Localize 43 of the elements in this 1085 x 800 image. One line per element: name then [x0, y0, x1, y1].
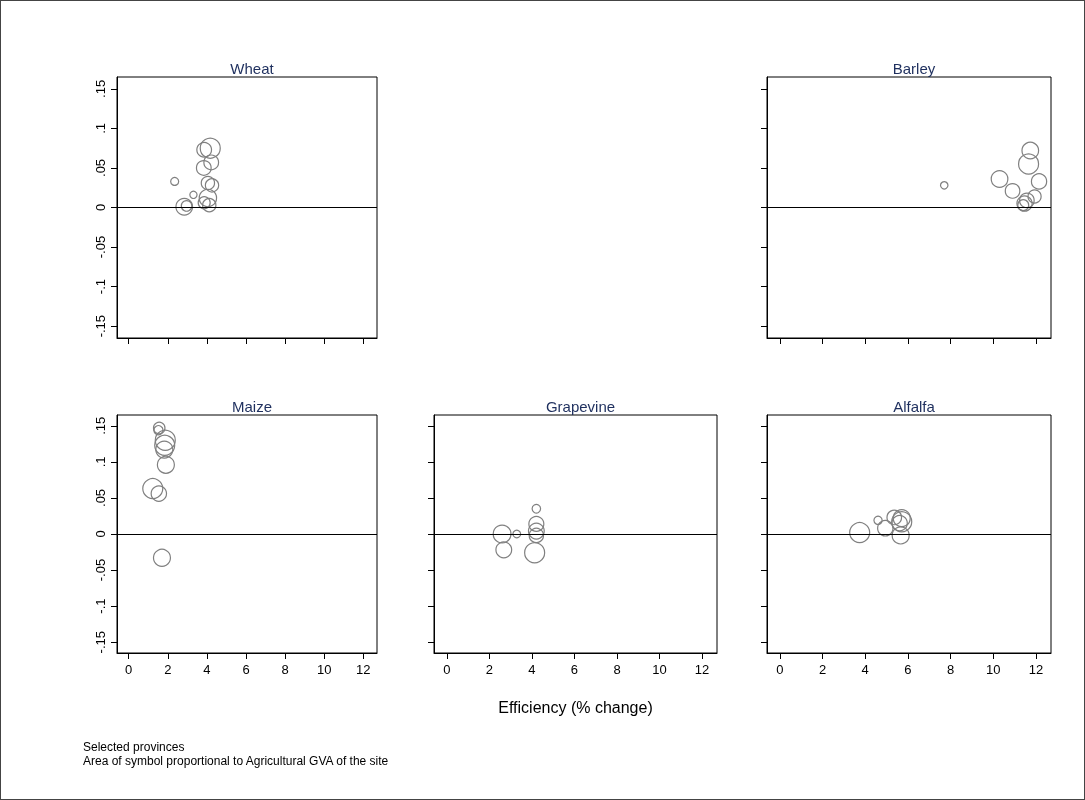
y-tick-label: .15 [93, 79, 108, 98]
chart-title: Grapevine [545, 398, 616, 415]
x-tick-label: 12 [356, 662, 371, 677]
x-tick-label: 10 [316, 662, 332, 677]
y-tick-label: .15 [93, 416, 108, 435]
text: Area of symbol proportional to Agricultural GVA of the site [83, 754, 389, 768]
x-tick-label: 6 [904, 662, 912, 677]
y-tick-label: -.05 [93, 558, 108, 582]
x-tick-label: 10 [652, 662, 667, 677]
y-tick-label: -.05 [93, 235, 108, 259]
y-tick-label: -.15 [93, 314, 108, 338]
y-tick-label: 0 [93, 203, 108, 212]
x-tick-label: 4 [528, 662, 536, 677]
y-tick-label: -.1 [93, 279, 108, 295]
x-tick-label: 0 [443, 662, 451, 677]
y-tick-label: .05 [93, 488, 108, 507]
chart-title: Barley [892, 60, 936, 77]
text: Selected provinces [83, 740, 185, 754]
chart-title: Maize [231, 398, 273, 415]
y-tick-label: .05 [93, 158, 108, 177]
x-tick-label: 8 [281, 662, 289, 677]
x-tick-label: 2 [164, 662, 172, 677]
y-tick-label: .1 [93, 456, 108, 468]
x-tick-label: 12 [1028, 662, 1044, 677]
y-tick-label: -.15 [93, 630, 108, 654]
x-tick-label: 10 [986, 662, 1001, 677]
x-tick-label: 0 [776, 662, 784, 677]
x-tick-label: 2 [818, 662, 827, 677]
x-tick-label: 12 [694, 662, 710, 677]
x-tick-label: 6 [570, 662, 579, 677]
x-tick-label: 6 [242, 662, 250, 677]
y-tick-label: 0 [93, 530, 108, 538]
x-tick-label: 2 [485, 662, 493, 677]
x-tick-label: 4 [203, 662, 211, 677]
x-tick-label: 8 [947, 662, 955, 677]
y-tick-label: -.1 [93, 598, 108, 614]
chart-title: Alfalfa [893, 398, 936, 415]
chart-title: Wheat [230, 60, 275, 77]
x-tick-label: 8 [613, 662, 621, 677]
x-tick-label: 4 [861, 662, 869, 677]
x-tick-label: 0 [125, 662, 133, 677]
x-axis-title: Efficiency (% change) [498, 698, 653, 716]
y-tick-label: .1 [93, 122, 108, 134]
